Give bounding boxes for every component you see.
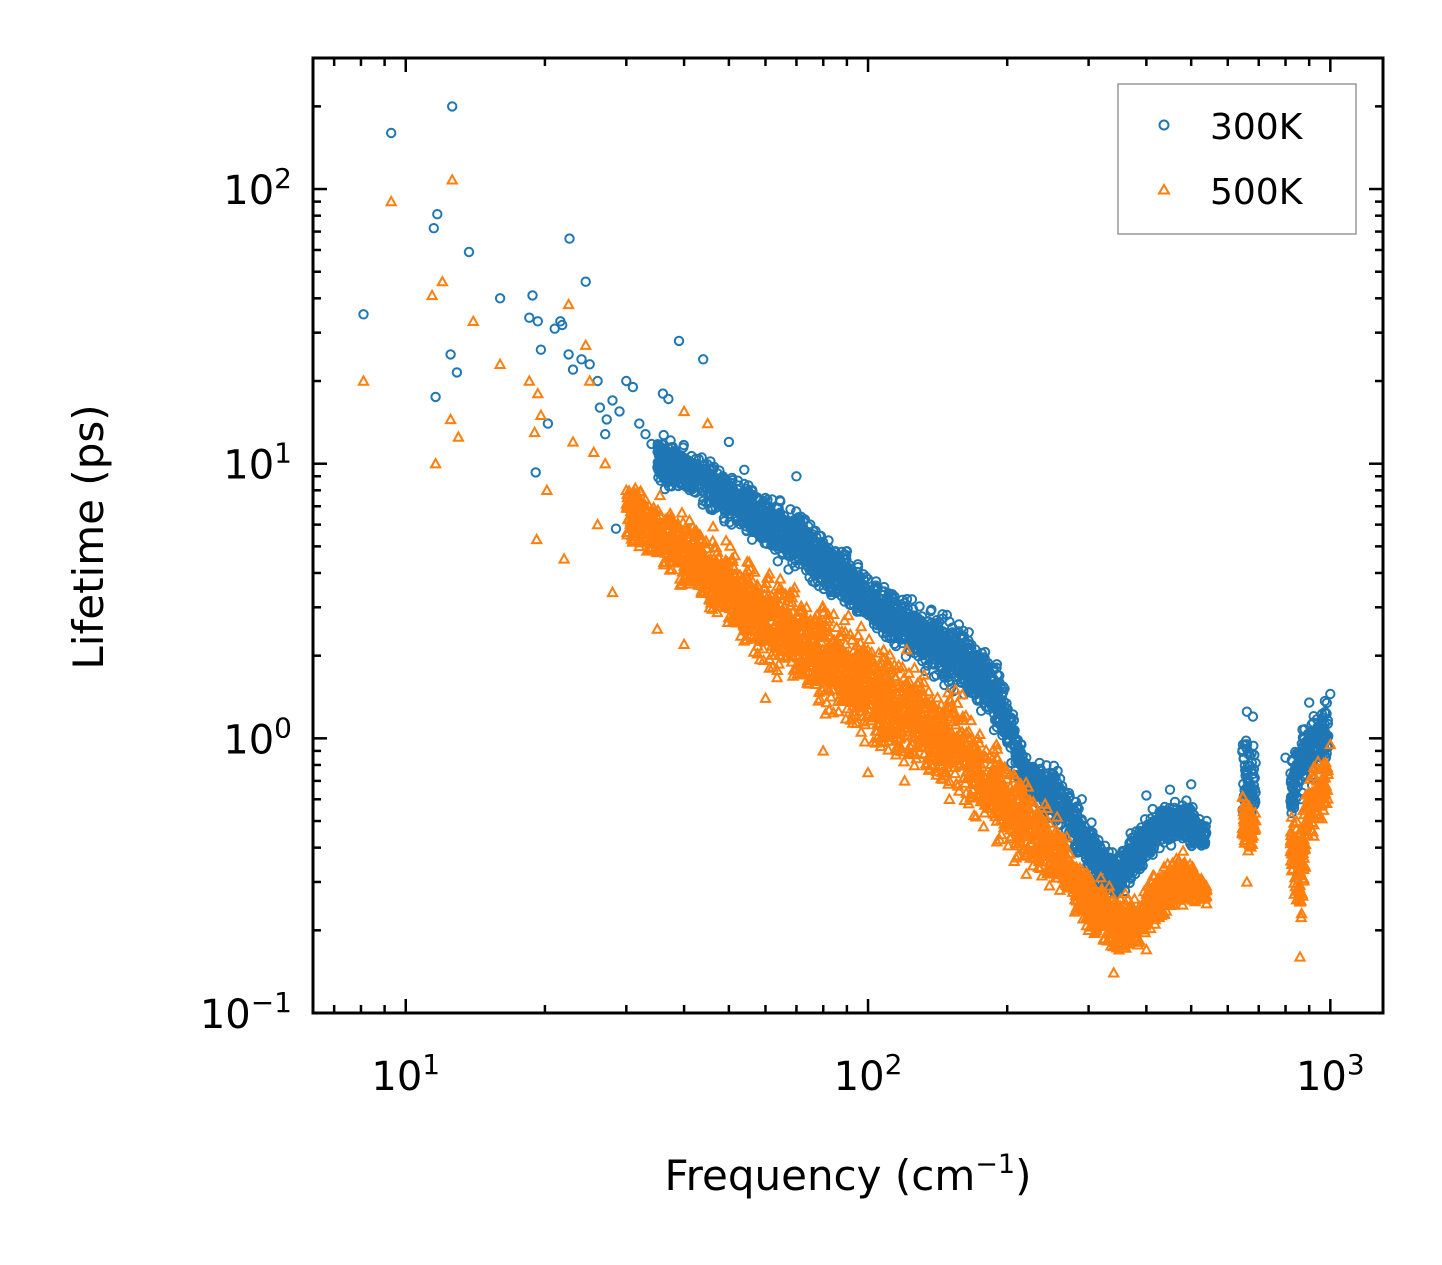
data-point-300k [358, 309, 369, 320]
data-point-300k [527, 290, 538, 301]
series-300k [358, 101, 1336, 905]
data-point-300k [607, 395, 618, 406]
data-point-300k [823, 535, 834, 546]
data-point-300k [1186, 779, 1197, 790]
data-point-300k [1060, 794, 1072, 805]
data-point-300k [386, 127, 397, 139]
data-point-300k [463, 246, 475, 258]
data-point-300k [430, 391, 441, 403]
data-point-300k [772, 556, 783, 567]
data-point-300k [1247, 711, 1259, 722]
data-point-300k [640, 429, 651, 440]
data-point-300k [1304, 697, 1315, 708]
data-point-500k [832, 705, 845, 717]
data-point-300k [584, 359, 595, 370]
data-point-300k [698, 354, 709, 365]
data-point-300k [962, 679, 974, 690]
data-point-300k [719, 516, 730, 527]
data-point-300k [564, 233, 575, 244]
data-point-300k [723, 436, 735, 448]
data-point-300k [563, 349, 574, 360]
data-point-300k [445, 349, 456, 360]
data-point-300k [1071, 809, 1082, 821]
data-point-500k [723, 539, 737, 551]
data-point-300k [1325, 688, 1336, 700]
data-point-300k [1169, 796, 1181, 808]
data-point-300k [1101, 851, 1113, 863]
data-point-500k [675, 506, 689, 518]
data-point-500k [977, 820, 990, 832]
data-point-300k [614, 406, 625, 417]
data-point-300k [428, 223, 439, 234]
data-point-300k [663, 393, 674, 405]
data-point-300k [594, 402, 606, 413]
data-point-300k [1164, 784, 1176, 795]
data-point-300k [567, 364, 579, 375]
data-point-300k [600, 429, 611, 440]
data-point-300k [741, 525, 752, 537]
data-point-300k [627, 381, 639, 393]
data-point-300k [785, 504, 796, 515]
data-point-300k [432, 209, 443, 220]
data-point-300k [451, 367, 463, 378]
data-point-500k [908, 661, 921, 673]
data-point-300k [610, 523, 622, 534]
data-point-300k [889, 638, 900, 650]
data-point-300k [447, 101, 458, 112]
data-point-300k [576, 354, 587, 365]
data-point-300k [542, 418, 554, 429]
data-point-500k [706, 520, 720, 532]
data-point-300k [535, 344, 547, 355]
data-point-300k [732, 475, 744, 486]
data-point-300k [530, 467, 541, 478]
data-point-300k [673, 335, 685, 347]
data-point-300k [739, 464, 750, 475]
plot-series [357, 101, 1337, 978]
data-point-300k [658, 429, 669, 441]
data-point-300k [524, 312, 535, 323]
data-point-300k [871, 623, 883, 634]
data-point-300k [791, 471, 802, 482]
data-point-300k [601, 414, 612, 425]
data-point-300k [580, 276, 591, 287]
data-point-300k [532, 316, 543, 327]
data-point-300k [690, 487, 701, 498]
data-point-300k [494, 293, 506, 304]
data-point-300k [1141, 790, 1152, 801]
data-point-300k [634, 418, 645, 429]
data-point-500k [858, 735, 872, 747]
data-point-300k [724, 517, 735, 528]
data-point-300k [789, 561, 800, 572]
data-point-300k [693, 454, 704, 465]
